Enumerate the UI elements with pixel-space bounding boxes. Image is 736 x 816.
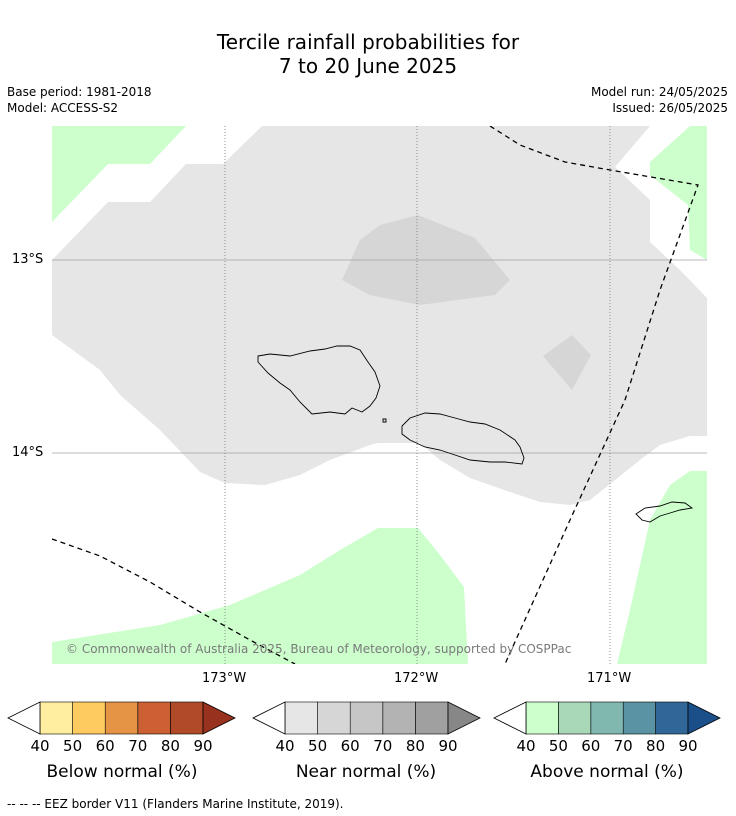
below-tick-label: 90 — [193, 737, 213, 755]
above-tick-label: 60 — [581, 737, 601, 755]
colorbar-below-normal — [7, 701, 236, 735]
issued-date: Issued: 26/05/2025 — [612, 101, 728, 115]
above-normal-region-nw — [52, 126, 186, 222]
below-segment-80 — [170, 701, 204, 735]
model-run: Model run: 24/05/2025 — [590, 85, 728, 99]
copyright-notice: © Commonwealth of Australia 2025, Bureau… — [66, 642, 572, 656]
model-info: Base period: 1981-2018 Model: ACCESS-S2 — [7, 84, 152, 116]
near-tick-label: 50 — [308, 737, 328, 755]
below-segment-60 — [104, 701, 139, 735]
below-segment-70 — [137, 701, 171, 735]
savaii-island — [257, 345, 381, 415]
colorbar-above-normal — [493, 701, 721, 735]
manono-islet — [382, 418, 387, 423]
near-normal-region — [52, 126, 707, 505]
near-segment-50 — [317, 701, 351, 735]
near-normal-50-region-east — [543, 335, 591, 390]
below-tick-label: 50 — [63, 737, 83, 755]
above-over-triangle — [687, 701, 721, 735]
eez-border-note: -- -- -- EEZ border V11 (Flanders Marine… — [7, 797, 344, 811]
above-segment-40 — [525, 701, 559, 735]
below-tick-label: 70 — [128, 737, 148, 755]
upolu-island — [401, 412, 525, 465]
title-line-2: 7 to 20 June 2025 — [278, 54, 458, 78]
above-normal-region-s — [52, 528, 468, 664]
below-over-triangle — [202, 701, 236, 735]
above-tick-label: 70 — [613, 737, 633, 755]
near-segment-80 — [415, 701, 449, 735]
lon-label-172w: 172°W — [394, 671, 439, 686]
graticule — [52, 126, 707, 664]
near-segment-40 — [284, 701, 318, 735]
below-tick-label: 80 — [160, 737, 180, 755]
above-tick-label: 80 — [646, 737, 666, 755]
near-under-triangle — [252, 701, 286, 735]
near-tick-label: 60 — [340, 737, 360, 755]
near-segment-60 — [349, 701, 384, 735]
above-normal-title: Above normal (%) — [530, 762, 684, 782]
near-tick-label: 80 — [405, 737, 425, 755]
above-segment-80 — [655, 701, 689, 735]
lon-label-171w: 171°W — [587, 671, 632, 686]
below-segment-50 — [72, 701, 106, 735]
below-tick-label: 40 — [30, 737, 50, 755]
model-name: Model: ACCESS-S2 — [7, 101, 119, 115]
near-normal-title: Near normal (%) — [295, 762, 437, 782]
near-tick-label: 70 — [373, 737, 393, 755]
above-tick-label: 90 — [678, 737, 698, 755]
below-normal-title: Below normal (%) — [46, 762, 198, 782]
below-under-triangle — [7, 701, 41, 735]
above-segment-70 — [622, 701, 656, 735]
tutuila-island — [635, 501, 694, 523]
eez-border-south — [52, 538, 296, 664]
below-tick-label: 60 — [95, 737, 115, 755]
above-segment-60 — [590, 701, 624, 735]
above-tick-label: 50 — [548, 737, 568, 755]
near-segment-70 — [382, 701, 416, 735]
colorbar-near-normal — [252, 701, 481, 735]
below-segment-40 — [39, 701, 73, 735]
above-normal-region-se — [617, 471, 707, 664]
run-info: Model run: 24/05/2025 Issued: 26/05/2025 — [591, 84, 728, 116]
above-normal-region-ne — [650, 126, 707, 260]
above-under-triangle — [493, 701, 527, 735]
eez-border-east — [489, 126, 699, 664]
base-period: Base period: 1981-2018 — [7, 85, 152, 99]
lat-label-14s: 14°S — [12, 445, 44, 460]
lon-label-173w: 173°W — [202, 671, 247, 686]
above-segment-50 — [558, 701, 592, 735]
map-title: Tercile rainfall probabilities for 7 to … — [0, 30, 736, 78]
above-tick-label: 40 — [516, 737, 536, 755]
near-over-triangle — [447, 701, 481, 735]
lat-label-13s: 13°S — [12, 252, 44, 267]
near-tick-label: 40 — [275, 737, 295, 755]
near-tick-label: 90 — [438, 737, 458, 755]
title-line-1: Tercile rainfall probabilities for — [216, 30, 520, 54]
